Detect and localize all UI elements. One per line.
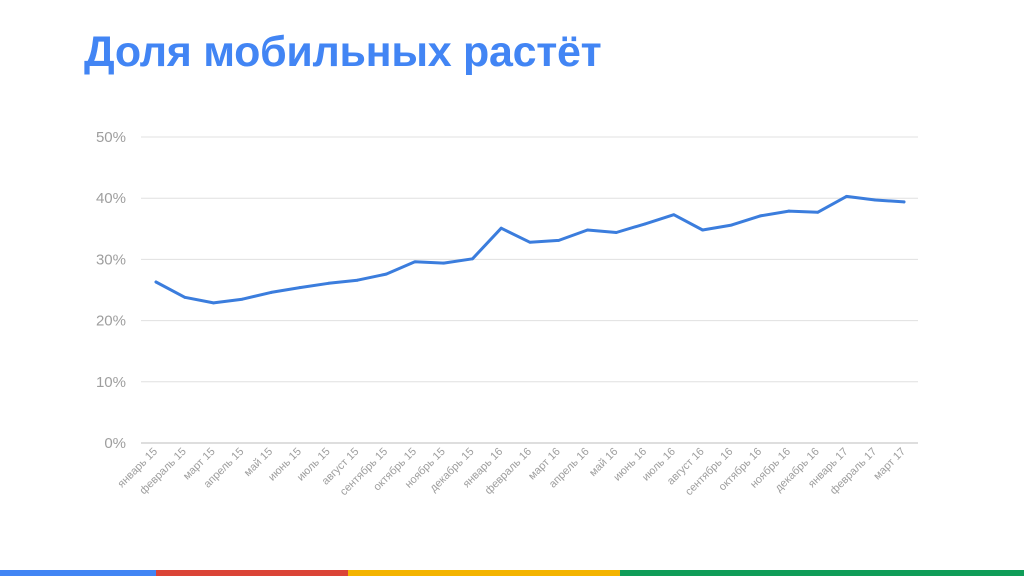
data-point xyxy=(787,209,791,213)
data-point xyxy=(672,213,676,217)
data-point xyxy=(499,226,503,230)
y-axis-tick-labels: 0% 10% 20% 30% 40% 50% xyxy=(96,129,126,452)
y-tick-label: 50% xyxy=(96,129,126,146)
bottom-bar-red xyxy=(156,570,348,576)
data-point xyxy=(298,286,302,289)
data-point xyxy=(355,278,359,282)
data-point xyxy=(586,228,589,232)
data-point xyxy=(845,194,848,198)
x-tick-label: март 17 xyxy=(871,446,908,483)
data-point xyxy=(902,200,906,204)
data-point xyxy=(471,257,474,261)
y-tick-label: 20% xyxy=(96,313,126,330)
bottom-bar-yellow xyxy=(348,570,620,576)
data-point xyxy=(384,272,388,276)
bottom-color-bar xyxy=(0,570,1024,576)
data-point xyxy=(327,281,331,285)
gridlines xyxy=(141,136,918,444)
data-point xyxy=(643,222,647,226)
y-tick-label: 40% xyxy=(96,190,126,207)
data-point xyxy=(240,297,244,301)
data-point xyxy=(154,280,158,284)
data-point xyxy=(413,260,417,264)
slide-title: Доля мобильных растёт xyxy=(84,28,602,76)
data-point xyxy=(758,214,762,218)
data-point xyxy=(183,295,187,299)
data-point xyxy=(212,301,215,305)
data-point xyxy=(816,210,820,214)
y-tick-label: 30% xyxy=(96,251,126,268)
bottom-bar-green xyxy=(620,570,1024,576)
y-tick-label: 0% xyxy=(104,435,126,452)
data-point xyxy=(528,240,532,244)
y-tick-label: 10% xyxy=(96,374,126,391)
data-point xyxy=(701,228,705,232)
data-point xyxy=(873,198,877,202)
data-point xyxy=(557,239,561,242)
data-point xyxy=(614,231,618,234)
bottom-bar-blue xyxy=(0,570,156,576)
data-point xyxy=(729,223,733,227)
series-line xyxy=(154,194,906,305)
data-point xyxy=(269,291,273,294)
data-point xyxy=(442,261,446,265)
series-layer xyxy=(154,194,906,305)
